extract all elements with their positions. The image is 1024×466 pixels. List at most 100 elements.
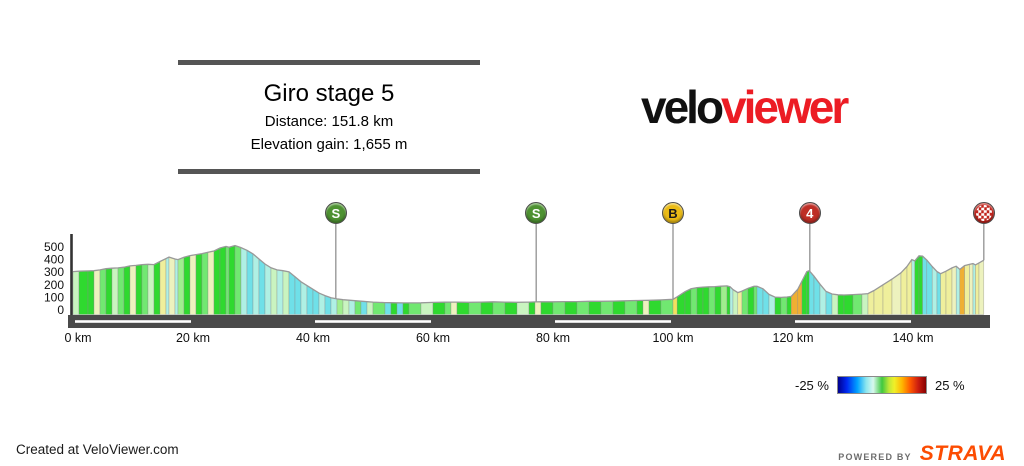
profile-segment [690, 287, 698, 315]
distance-scale-bar [68, 315, 990, 328]
x-axis-tick-label: 60 km [416, 331, 450, 345]
profile-segment [956, 265, 960, 315]
legend-min-label: -25 % [795, 377, 829, 393]
y-axis-tick-label: 100 [44, 290, 64, 304]
scale-stripe [795, 320, 911, 323]
logo-velo-text: velo [641, 81, 724, 133]
profile-segment [72, 271, 80, 315]
profile-segment [972, 263, 976, 315]
x-axis-tick-label: 140 km [893, 331, 934, 345]
profile-segment [576, 301, 590, 315]
profile-segment [294, 276, 302, 315]
profile-segment [945, 267, 953, 315]
stage-distance: Distance: 151.8 km [264, 113, 394, 131]
profile-segment [906, 259, 912, 315]
legend-max-label: 25 % [934, 377, 965, 393]
profile-segment [648, 299, 662, 315]
profile-segment [612, 300, 626, 315]
profile-segment [228, 245, 236, 315]
y-axis-tick-label: 200 [44, 278, 64, 292]
profile-segment [219, 246, 227, 315]
profile-segment [726, 285, 731, 315]
profile-segment [564, 301, 578, 315]
profile-segment [396, 302, 404, 315]
profile-segment [684, 288, 692, 315]
profile-segment [702, 286, 710, 315]
profile-segment [195, 253, 203, 315]
profile-segment [282, 270, 290, 315]
profile-segment [402, 302, 410, 315]
profile-segment [969, 263, 974, 315]
x-axis-tick-label: 100 km [653, 331, 694, 345]
y-axis-tick-label: 0 [57, 303, 64, 317]
profile-segment [354, 300, 362, 315]
profile-segment [258, 258, 266, 315]
strava-logo: STRAVA [919, 442, 1006, 465]
powered-by-strava: POWERED BY STRAVA [838, 442, 1006, 466]
profile-segment [861, 293, 869, 315]
profile-segment [444, 301, 452, 315]
profile-segment [276, 269, 284, 315]
profile-segment [975, 262, 980, 315]
profile-segment [252, 253, 260, 315]
profile-segment [932, 266, 938, 315]
powered-by-label: POWERED BY [838, 452, 912, 462]
profile-segment [390, 302, 398, 315]
profile-segment [87, 270, 95, 315]
profile-segment [926, 259, 933, 315]
profile-segment [99, 268, 107, 315]
profile-segment [408, 302, 422, 315]
stage-elevation-gain: Elevation gain: 1,655 m [250, 136, 408, 154]
profile-segment [940, 270, 947, 315]
profile-segment [677, 291, 686, 315]
profile-segment [741, 288, 749, 315]
profile-segment [806, 270, 810, 315]
profile-segment [78, 270, 89, 315]
profile-segment [696, 286, 704, 315]
profile-segment [372, 301, 386, 315]
profile-segment [964, 264, 970, 315]
profile-segment [588, 301, 602, 315]
profile-segment [732, 289, 738, 315]
profile-segment [768, 294, 776, 315]
profile-segment [837, 294, 845, 315]
profile-segment [774, 296, 782, 315]
profile-segment [360, 301, 368, 315]
profile-segment [552, 301, 566, 315]
profile-segment [867, 290, 875, 315]
profile-segment [420, 302, 434, 315]
y-axis-tick-label: 400 [44, 253, 64, 267]
profile-segment [318, 292, 326, 315]
profile-segment [225, 246, 230, 315]
profile-segment [324, 295, 332, 315]
scale-stripe [555, 320, 671, 323]
profile-segment [168, 256, 176, 315]
profile-outline [72, 244, 985, 304]
y-axis-tick-label: 500 [44, 240, 64, 254]
profile-segment [900, 266, 908, 315]
profile-segment [951, 265, 957, 315]
profile-segment [450, 301, 458, 315]
gradient-legend: -25 % 25 % [795, 376, 965, 394]
profile-segment [747, 286, 755, 315]
profile-segment [135, 264, 143, 315]
profile-segment [159, 258, 167, 315]
profile-segment [348, 300, 356, 315]
profile-segment [129, 265, 137, 315]
scale-stripe [75, 320, 191, 323]
profile-segment [831, 293, 839, 315]
profile-segment [111, 267, 119, 315]
profile-segment [978, 259, 984, 315]
profile-segment [636, 300, 644, 315]
profile-segment [189, 254, 197, 315]
x-axis-tick-label: 20 km [176, 331, 210, 345]
profile-segment [468, 301, 482, 315]
profile-segment [600, 300, 614, 315]
profile-segment [105, 268, 113, 315]
profile-segment [959, 265, 965, 315]
x-axis-tick-label: 0 km [64, 331, 91, 345]
profile-segment [528, 301, 536, 315]
profile-segment [642, 300, 650, 315]
title-rule-bottom [178, 169, 480, 175]
profile-segment [246, 249, 254, 315]
